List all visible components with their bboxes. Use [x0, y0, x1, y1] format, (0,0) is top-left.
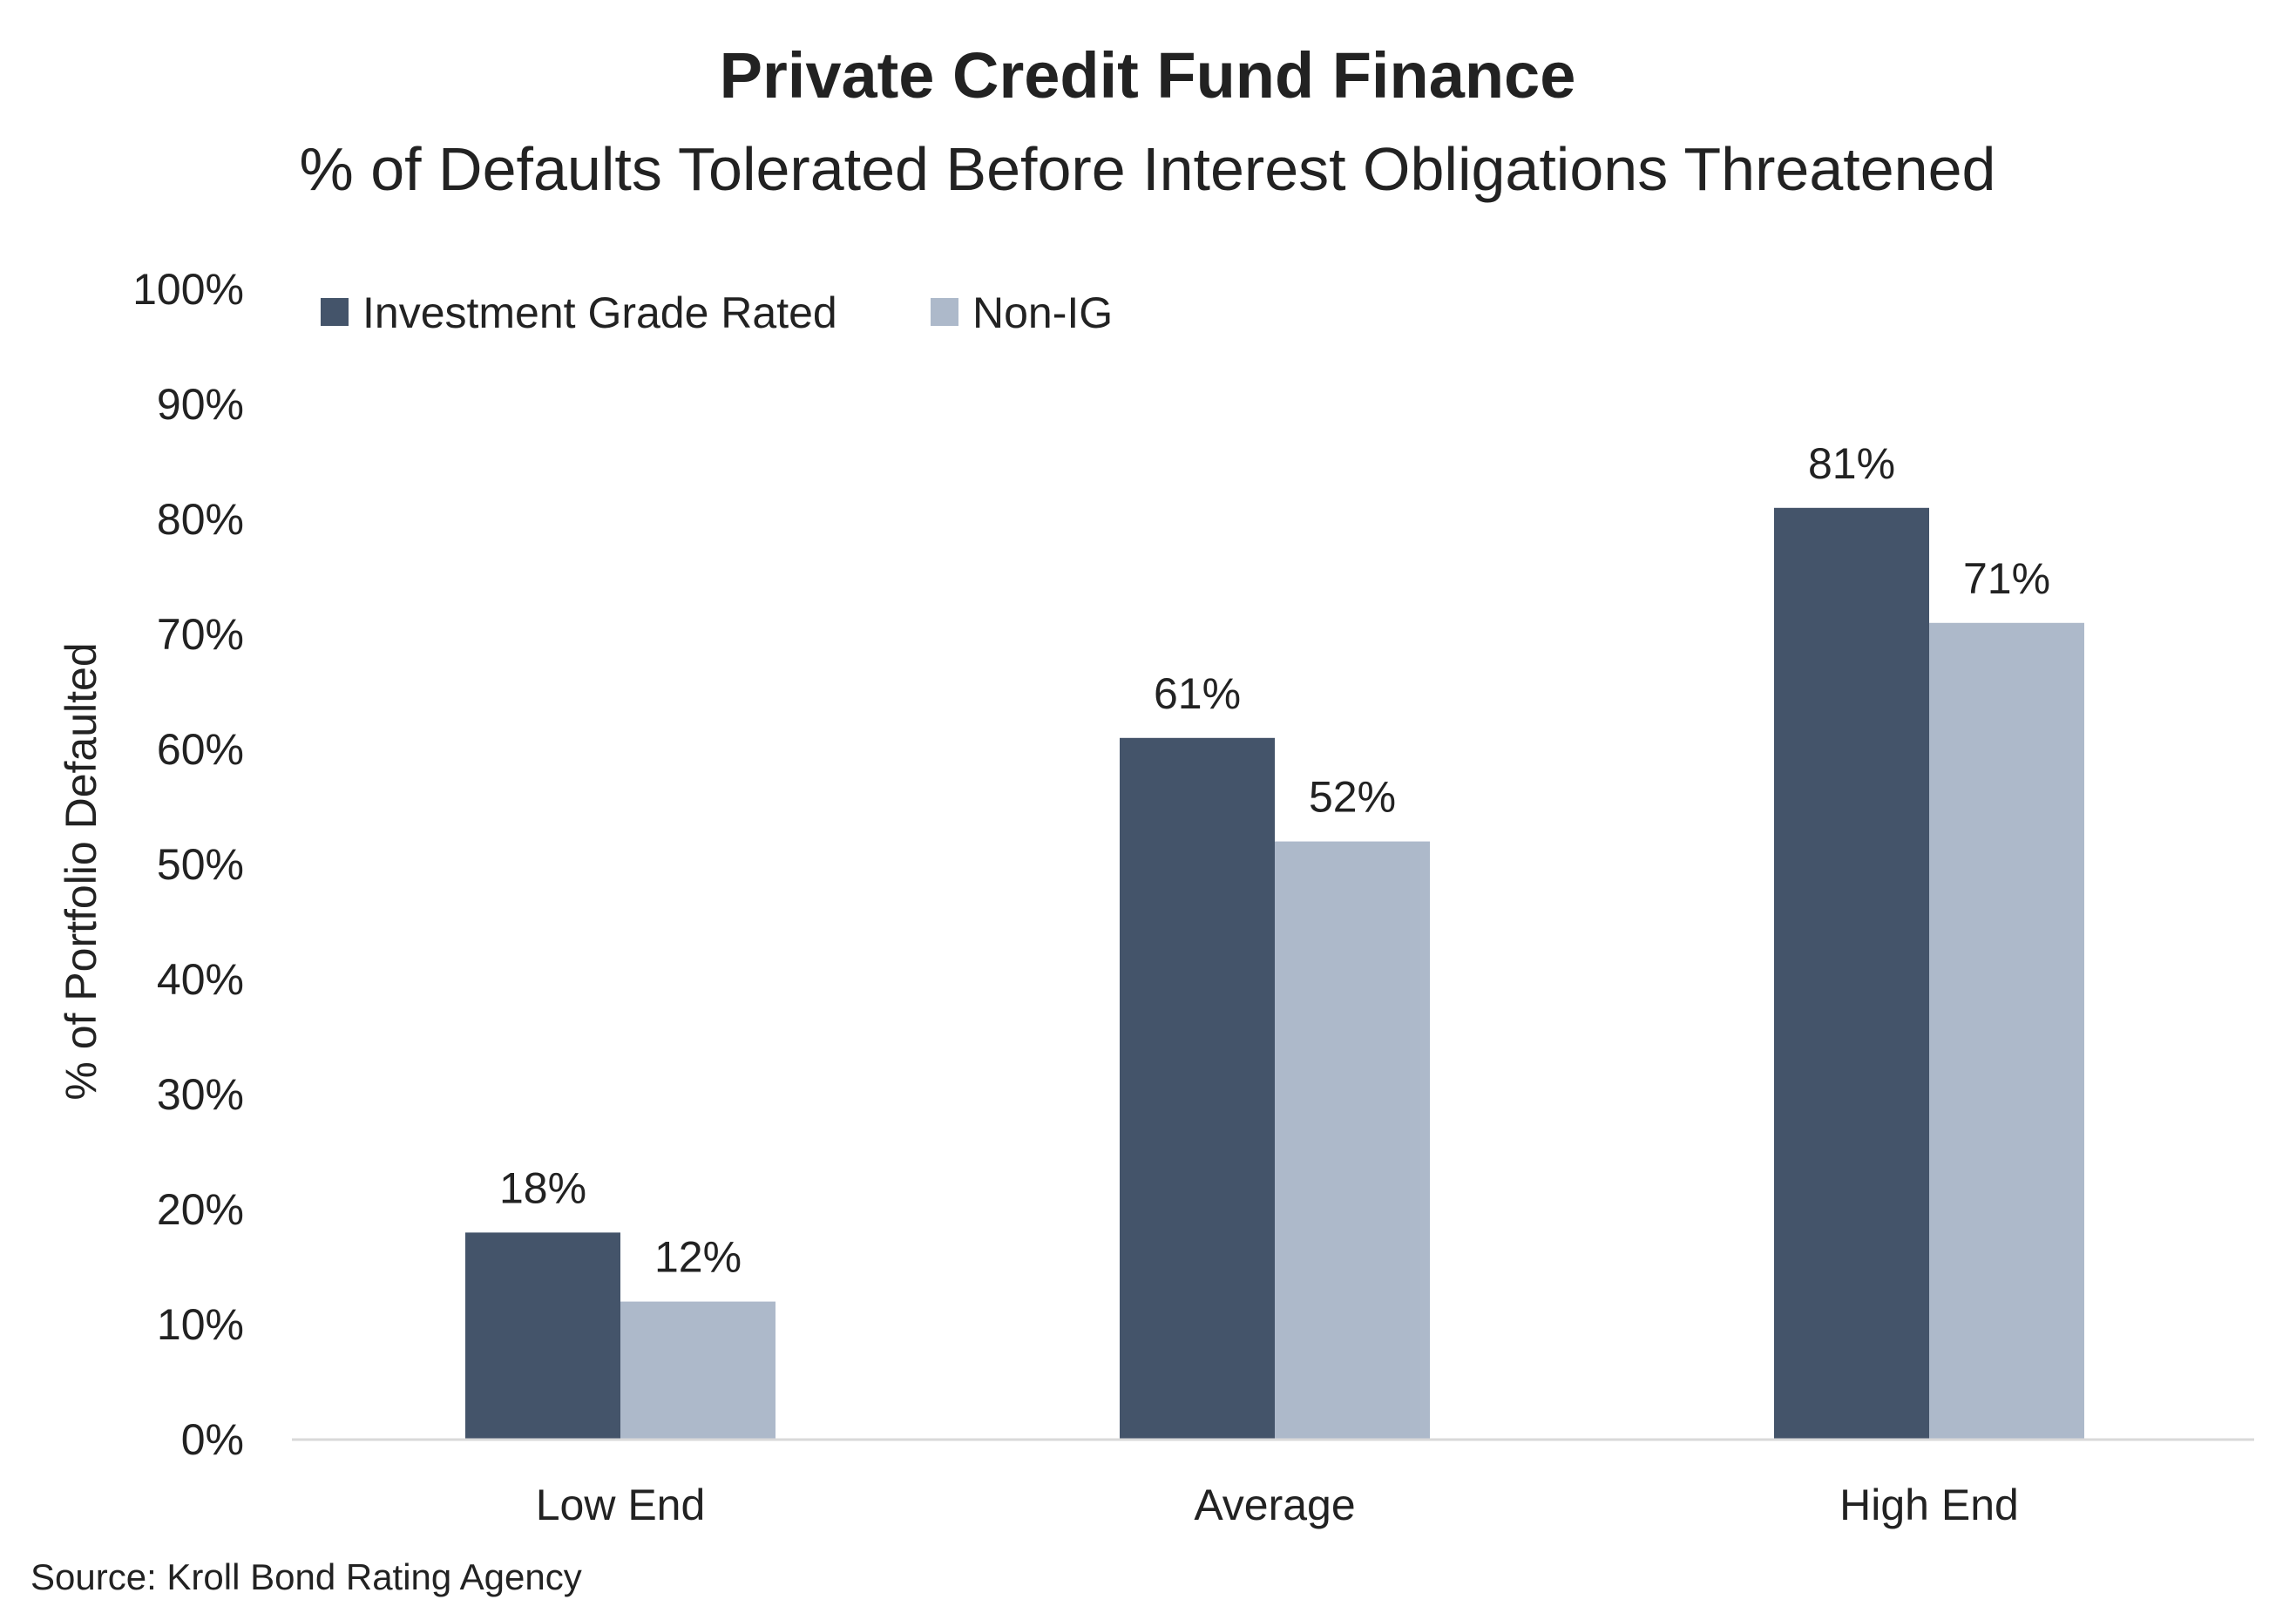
- data-label: 12%: [654, 1233, 742, 1282]
- y-tick-label: 20%: [157, 1185, 244, 1234]
- bar-non-ig-high-end: [1929, 622, 2084, 1440]
- data-label: 61%: [1154, 669, 1241, 718]
- data-label: 81%: [1808, 439, 1895, 488]
- y-tick-label: 30%: [157, 1070, 244, 1119]
- y-tick-label: 60%: [157, 725, 244, 774]
- legend-label: Non-IG: [972, 288, 1113, 337]
- source-note: Source: Kroll Bond Rating Agency: [30, 1556, 582, 1597]
- y-tick-label: 80%: [157, 495, 244, 544]
- bars-group: [465, 507, 2084, 1440]
- y-tick-label: 50%: [157, 840, 244, 889]
- chart-subtitle: % of Defaults Tolerated Before Interest …: [300, 135, 1996, 203]
- x-tick-label: High End: [1839, 1481, 2019, 1529]
- data-label: 18%: [499, 1163, 586, 1212]
- legend-swatch: [321, 298, 349, 326]
- data-label: 71%: [1963, 554, 2050, 603]
- bar-investment-grade-low-end: [465, 1232, 620, 1440]
- y-tick-label: 0%: [181, 1415, 244, 1464]
- legend-swatch: [931, 298, 958, 326]
- chart-title: Private Credit Fund Finance: [720, 39, 1576, 112]
- data-label: 52%: [1309, 773, 1396, 822]
- bar-non-ig-low-end: [620, 1301, 775, 1440]
- x-tick-label: Low End: [536, 1481, 706, 1529]
- x-tick-label: Average: [1194, 1481, 1355, 1529]
- legend: Investment Grade Rated Non-IG: [321, 288, 1113, 337]
- y-tick-label: 90%: [157, 380, 244, 429]
- y-tick-label: 10%: [157, 1300, 244, 1349]
- y-axis-ticks: 0% 10% 20% 30% 40% 50% 60% 70% 80% 90% 100%: [132, 265, 244, 1464]
- x-axis-ticks: Low End Average High End: [536, 1481, 2019, 1529]
- data-labels-group: 18% 12% 61% 52% 81% 71%: [499, 439, 2050, 1282]
- bar-non-ig-average: [1275, 841, 1430, 1440]
- y-tick-label: 70%: [157, 610, 244, 659]
- y-tick-label: 40%: [157, 955, 244, 1004]
- y-tick-label: 100%: [132, 265, 244, 314]
- y-axis-title: % of Portfolio Defaulted: [57, 642, 105, 1100]
- bar-investment-grade-average: [1120, 737, 1275, 1440]
- legend-label: Investment Grade Rated: [362, 288, 837, 337]
- bar-investment-grade-high-end: [1774, 507, 1929, 1440]
